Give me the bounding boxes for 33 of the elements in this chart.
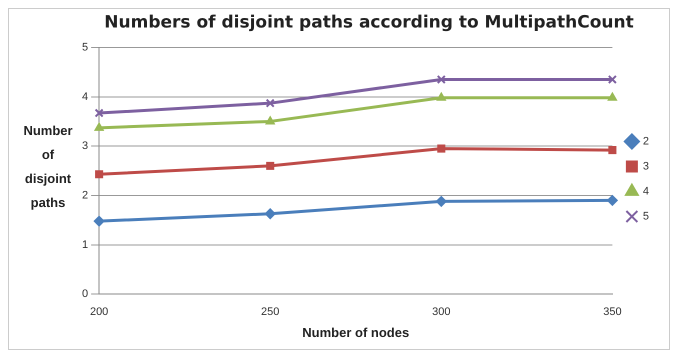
legend-label: 2 [642, 136, 650, 148]
y-tick-label: 2 [82, 190, 88, 202]
point [436, 74, 446, 84]
point [94, 216, 105, 227]
point [266, 162, 274, 170]
point [94, 122, 104, 131]
y-tick-label: 3 [82, 140, 88, 152]
y-tick-label: 4 [82, 90, 88, 103]
y-tick-label: 1 [82, 238, 88, 251]
chart-title: Numbers of disjoint paths according to MultipathCount [104, 12, 634, 33]
y-axis-title: Number of disjoint paths [22, 122, 74, 212]
point [608, 74, 617, 84]
point [94, 108, 104, 118]
x-axis-title: Number of nodes [302, 324, 410, 340]
legend-label: 4 [642, 186, 650, 198]
point [608, 92, 618, 101]
point [95, 170, 104, 178]
legend-label: 5 [642, 210, 650, 223]
point [266, 98, 275, 108]
point [437, 144, 446, 153]
point [436, 92, 446, 101]
point [606, 194, 618, 206]
x-tick-label: 350 [603, 306, 622, 318]
y-tick-label: 5 [82, 41, 88, 54]
x-tick-label: 300 [432, 306, 450, 318]
x-tick-label: 250 [261, 306, 280, 318]
x-tick-label: 200 [90, 306, 108, 318]
legend-label: 3 [642, 160, 650, 173]
point [265, 116, 276, 124]
point [608, 146, 616, 154]
y-tick-label: 0 [82, 288, 88, 300]
point [264, 208, 276, 220]
point [436, 196, 447, 207]
